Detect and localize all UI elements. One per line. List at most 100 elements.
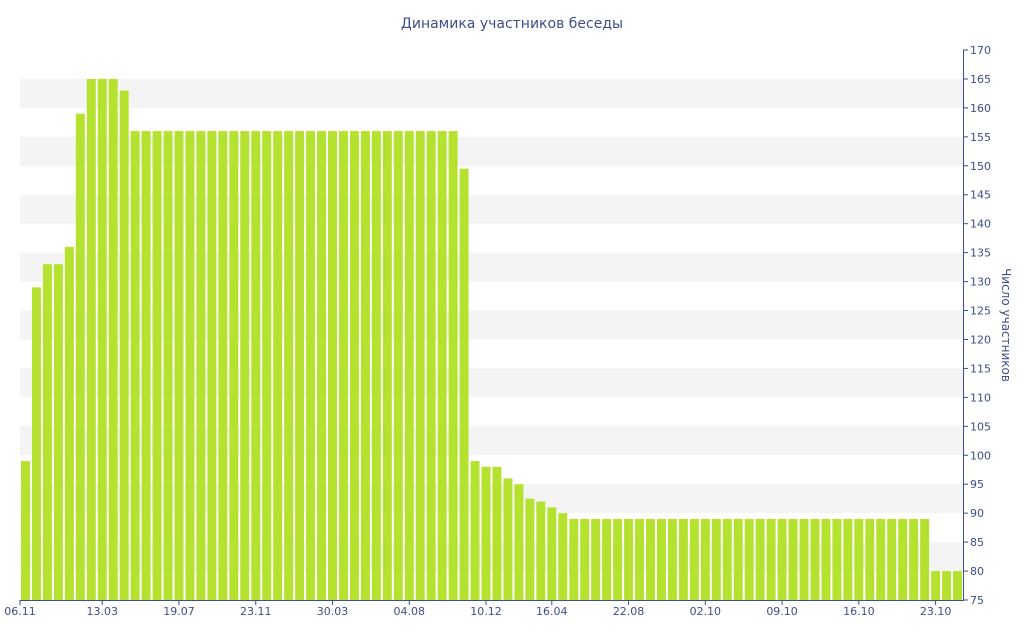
bar <box>404 131 414 601</box>
bar <box>360 131 370 601</box>
bar <box>382 131 392 601</box>
bar <box>920 518 930 600</box>
bar <box>306 131 316 601</box>
bar <box>185 131 195 601</box>
bar <box>503 478 513 600</box>
x-tick-label: 23.11 <box>240 605 272 618</box>
x-ticks: 06.11 13.03 19.07 23.11 30.03 04.08 10.12 16.04… <box>4 600 951 618</box>
bar <box>273 131 283 601</box>
bar <box>843 518 853 600</box>
y-tick-label: 110 <box>970 391 991 404</box>
y-tick-label: 165 <box>970 73 991 86</box>
bar <box>689 518 699 600</box>
bar <box>810 518 820 600</box>
y-tick-label: 125 <box>970 305 991 318</box>
bar <box>207 131 217 601</box>
bar <box>898 518 908 600</box>
bar <box>481 466 491 600</box>
bar <box>613 518 623 600</box>
x-tick-label: 10.12 <box>470 605 502 618</box>
y-tick-label: 160 <box>970 102 991 115</box>
bar <box>865 518 875 600</box>
bar <box>426 131 436 601</box>
bar <box>667 518 677 600</box>
bar <box>525 498 535 600</box>
bar <box>821 518 831 600</box>
x-tick-label: 16.10 <box>843 605 875 618</box>
bar <box>755 518 765 600</box>
bar <box>437 131 447 601</box>
grid-band <box>20 78 963 108</box>
y-tick-label: 170 <box>970 44 991 57</box>
bar <box>766 518 776 600</box>
bar <box>624 518 634 600</box>
bar <box>580 518 590 600</box>
y-tick-label: 155 <box>970 131 991 144</box>
bar <box>86 78 96 600</box>
bar <box>536 501 546 600</box>
bar <box>492 466 502 600</box>
y-tick-label: 135 <box>970 247 991 260</box>
y-tick-label: 105 <box>970 420 991 433</box>
bar <box>295 131 305 601</box>
y-tick-label: 90 <box>970 507 984 520</box>
bar <box>317 131 327 601</box>
x-tick-label: 22.08 <box>613 605 645 618</box>
x-tick-label: 04.08 <box>394 605 426 618</box>
bar <box>328 131 337 601</box>
y-tick-label: 150 <box>970 160 991 173</box>
bar <box>788 518 798 600</box>
y-tick-label: 140 <box>970 218 991 231</box>
bar <box>700 518 710 600</box>
bar <box>196 131 206 601</box>
bar <box>240 131 250 601</box>
y-tick-label: 115 <box>970 362 991 375</box>
bar <box>21 461 30 600</box>
bar <box>777 518 787 600</box>
bar <box>262 131 272 601</box>
bar <box>97 78 107 600</box>
bar <box>284 131 294 601</box>
x-tick-label: 06.11 <box>4 605 36 618</box>
bar <box>141 131 151 601</box>
bar <box>53 264 63 600</box>
bar <box>646 518 655 600</box>
bar <box>218 131 228 601</box>
bar <box>338 131 348 601</box>
x-tick-label: 16.04 <box>536 605 568 618</box>
bar <box>174 131 184 601</box>
y-tick-label: 85 <box>970 536 984 549</box>
y-axis-label: Число участников <box>999 268 1013 382</box>
bar <box>832 518 842 600</box>
bar <box>569 518 579 600</box>
bar <box>602 518 612 600</box>
bar <box>163 131 173 601</box>
bar <box>591 518 601 600</box>
bar <box>876 518 886 600</box>
chart-title: Динамика участников беседы <box>401 16 623 32</box>
y-tick-label: 80 <box>970 565 984 578</box>
bar <box>887 518 897 600</box>
x-tick-label: 23.10 <box>920 605 952 618</box>
bar <box>119 90 129 600</box>
bar <box>75 113 85 601</box>
y-ticks: 75 80 85 90 95 100 105 110 115 120 125 130 135 140 145… <box>963 44 991 607</box>
bar <box>799 518 809 600</box>
y-tick-label: 95 <box>970 478 984 491</box>
x-tick-label: 02.10 <box>690 605 722 618</box>
bars-group <box>21 78 962 601</box>
x-tick-label: 09.10 <box>766 605 798 618</box>
x-tick-label: 30.03 <box>317 605 349 618</box>
bar <box>854 518 864 600</box>
bar <box>251 131 261 601</box>
bar <box>558 513 568 600</box>
y-tick-label: 130 <box>970 276 991 289</box>
bar <box>415 131 425 601</box>
x-tick-label: 13.03 <box>86 605 118 618</box>
bar <box>42 264 52 600</box>
bar <box>229 131 239 601</box>
bar <box>678 518 688 600</box>
bar <box>547 507 557 600</box>
bar <box>108 78 118 600</box>
